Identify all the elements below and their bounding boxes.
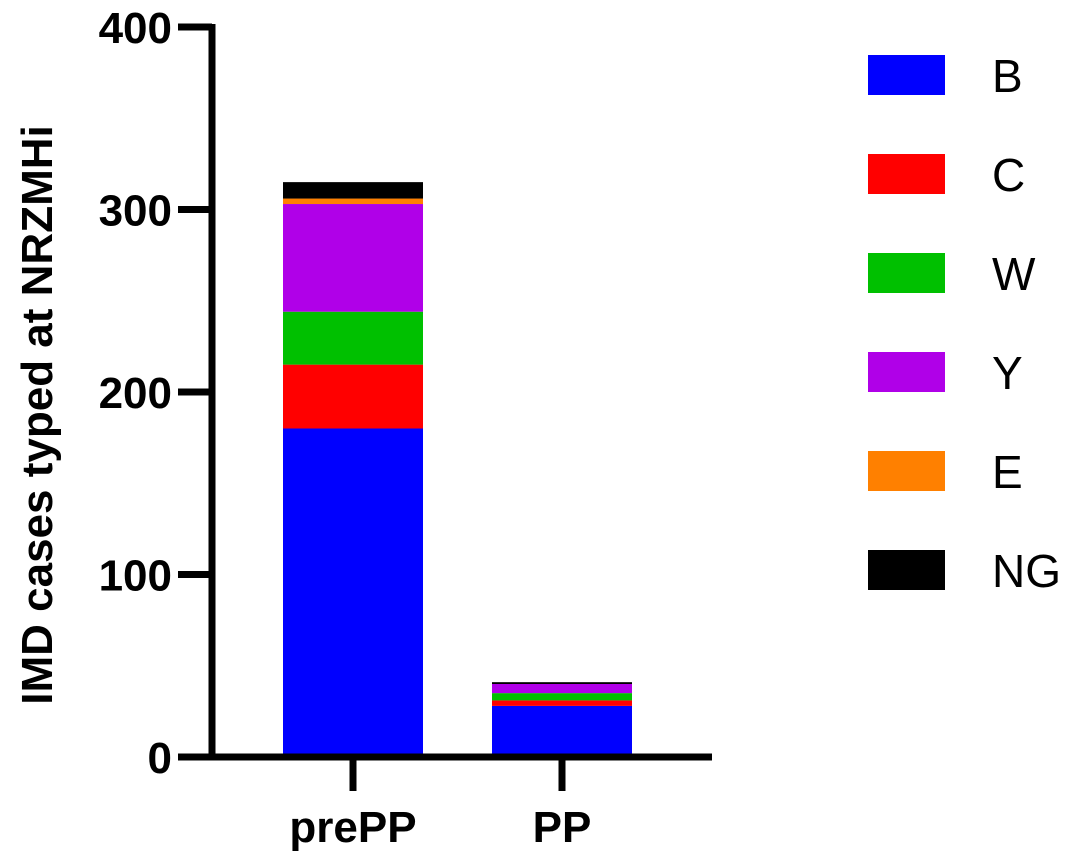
x-tick-label-prePP: prePP [289,803,416,852]
legend-label-C: C [992,149,1025,201]
bar-segment-PP-C [492,700,632,706]
bars-group [283,182,632,757]
bar-segment-prePP-E [283,198,423,205]
legend-swatch-B [868,55,945,95]
x-ticks-group: prePP PP [289,757,591,852]
legend-label-Y: Y [992,347,1023,399]
y-ticks-group: 0 100 200 300 400 [99,4,212,783]
bar-segment-prePP-Y [283,204,423,312]
bar-segment-PP-W [492,693,632,701]
bar-segment-prePP-B [283,428,423,757]
legend-label-NG: NG [992,545,1061,597]
x-tick-label-PP: PP [533,803,592,852]
legend-swatch-NG [868,550,945,590]
bar-segment-PP-NG [492,682,632,684]
y-tick-label: 400 [99,4,172,53]
y-axis-label: IMD cases typed at NRZMHi [13,125,62,704]
y-tick-label: 0 [148,734,172,783]
legend-swatch-W [868,253,945,293]
legend-label-W: W [992,248,1036,300]
bar-segment-prePP-W [283,311,423,365]
legend-label-E: E [992,446,1023,498]
bar-segment-prePP-NG [283,182,423,199]
bar-segment-PP-Y [492,684,632,694]
legend-label-B: B [992,50,1023,102]
legend-swatch-C [868,154,945,194]
bar-segment-PP-B [492,705,632,757]
legend-swatch-Y [868,352,945,392]
legend-swatch-E [868,451,945,491]
y-tick-label: 300 [99,187,172,236]
bar-segment-prePP-C [283,364,423,429]
y-tick-label: 100 [99,552,172,601]
y-tick-label: 200 [99,369,172,418]
